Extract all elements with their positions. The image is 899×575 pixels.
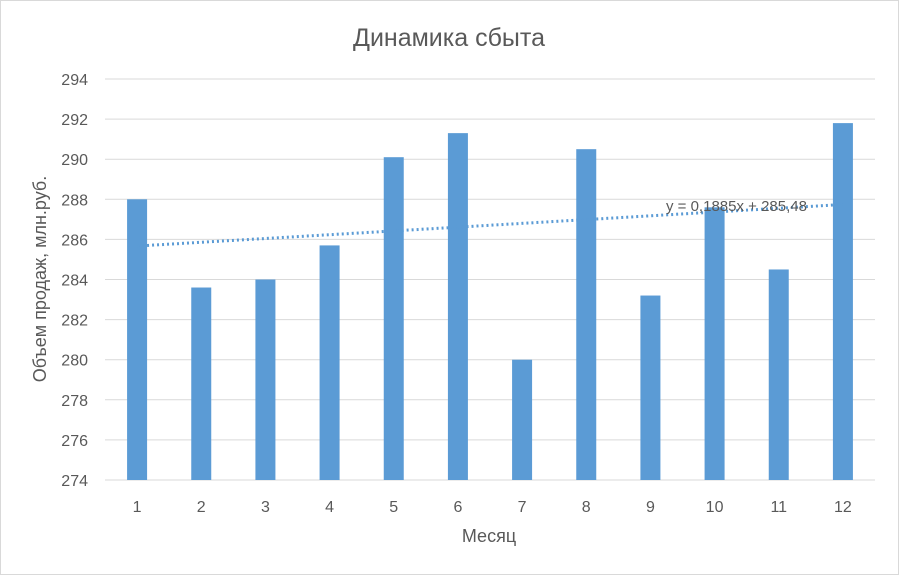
- x-tick-label: 9: [646, 499, 655, 516]
- bar: [832, 123, 853, 481]
- y-tick-label: 294: [61, 72, 88, 89]
- x-axis-label: Месяц: [462, 526, 516, 546]
- trendline-equation: y = 0,1885x + 285,48: [666, 198, 807, 215]
- bar: [191, 287, 212, 480]
- y-tick-label: 286: [61, 232, 88, 249]
- x-tick-label: 2: [197, 499, 206, 516]
- y-tick-label: 280: [61, 353, 88, 370]
- x-axis-ticks: 1 2 3 4 5 6 7 8 9 10 11 12: [133, 499, 852, 516]
- y-tick-label: 288: [61, 192, 88, 209]
- bar: [319, 245, 340, 480]
- x-tick-label: 11: [770, 499, 787, 516]
- bar: [512, 359, 533, 480]
- y-axis-ticks: 274 276 278 280 282 284 286 288 290 292 294: [61, 72, 88, 490]
- x-tick-label: 4: [325, 499, 334, 516]
- y-tick-label: 290: [61, 152, 88, 169]
- y-axis-label: Объем продаж, млн.руб.: [30, 176, 50, 382]
- bar: [127, 199, 148, 481]
- x-tick-label: 1: [133, 499, 142, 516]
- gridlines: [105, 78, 875, 481]
- bar: [255, 279, 276, 480]
- x-tick-label: 7: [518, 499, 527, 516]
- y-tick-label: 278: [61, 393, 88, 410]
- bar: [768, 269, 789, 480]
- bar: [704, 207, 725, 480]
- x-tick-label: 12: [834, 499, 852, 516]
- y-tick-label: 276: [61, 433, 88, 450]
- y-tick-label: 282: [61, 313, 88, 330]
- bar: [576, 149, 597, 481]
- x-tick-label: 5: [389, 499, 398, 516]
- bar: [447, 133, 468, 480]
- chart-title: Динамика сбыта: [353, 24, 545, 52]
- x-tick-label: 3: [261, 499, 270, 516]
- y-tick-label: 292: [61, 112, 88, 129]
- x-tick-label: 6: [453, 499, 462, 516]
- bar: [640, 295, 661, 480]
- bar: [383, 157, 404, 480]
- y-tick-label: 274: [61, 473, 88, 490]
- bar-series: [127, 123, 853, 481]
- x-tick-label: 8: [582, 499, 591, 516]
- x-tick-label: 10: [706, 499, 724, 516]
- y-tick-label: 284: [61, 273, 88, 290]
